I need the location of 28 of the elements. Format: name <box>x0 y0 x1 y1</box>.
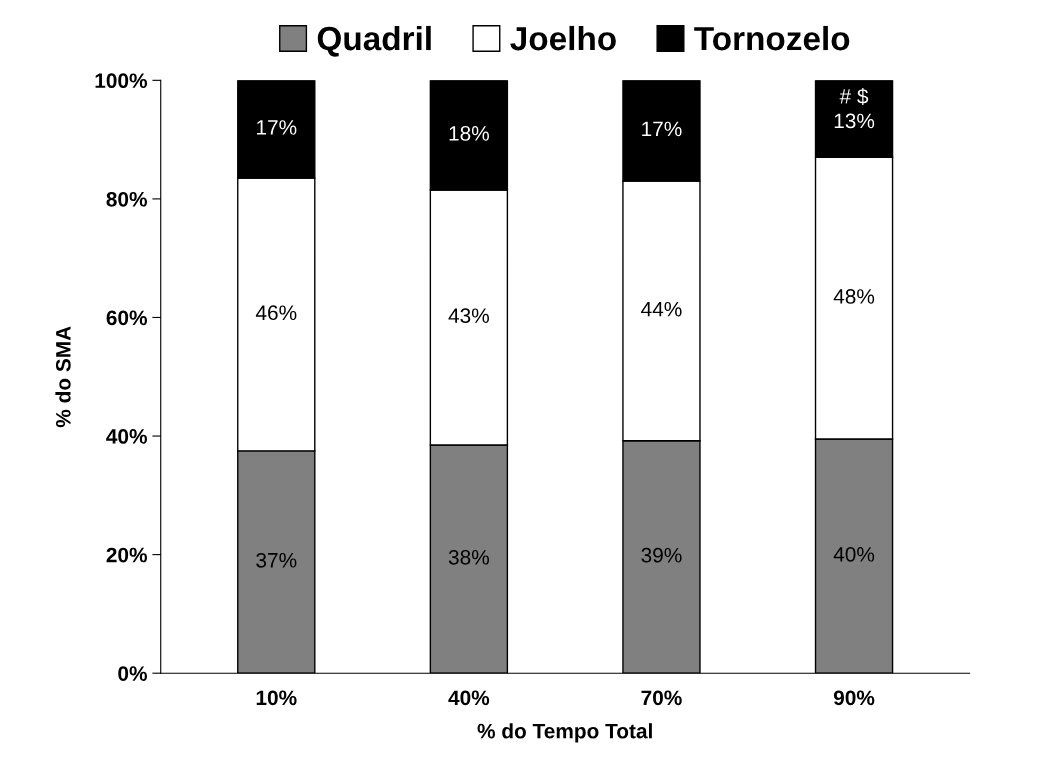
data-label: 40% <box>833 546 875 562</box>
y-tick-label: 20% <box>106 547 147 563</box>
y-axis-title: % do SMA <box>55 326 71 428</box>
data-label: 39% <box>641 547 682 563</box>
x-tick-label: 90% <box>833 690 875 706</box>
data-label: 17% <box>642 121 682 137</box>
y-tick-label: 100% <box>95 73 147 89</box>
data-label: 46% <box>255 305 297 321</box>
y-tick-label: 60% <box>106 310 147 326</box>
legend-label: Joelho <box>510 25 616 51</box>
data-label: 18% <box>449 126 489 141</box>
data-label: 48% <box>833 289 875 304</box>
legend-label: Tornozelo <box>694 25 850 51</box>
legend-label: Quadril <box>317 25 431 57</box>
data-label: 17% <box>257 120 297 135</box>
data-label: 38% <box>448 549 489 565</box>
data-label: 37% <box>256 552 297 568</box>
y-tick-label: 40% <box>106 429 147 444</box>
y-tick-label: 80% <box>106 191 147 207</box>
y-tick-label: 0% <box>118 666 147 681</box>
x-axis-title: % do Tempo Total <box>477 723 652 743</box>
x-tick-label: 70% <box>641 690 682 706</box>
x-tick-label: 10% <box>256 690 297 706</box>
x-tick-label: 40% <box>448 690 490 706</box>
annotation: # $ <box>839 88 869 105</box>
data-label: 44% <box>641 301 682 317</box>
data-label: 43% <box>448 308 489 324</box>
data-label: 13% <box>834 113 875 129</box>
